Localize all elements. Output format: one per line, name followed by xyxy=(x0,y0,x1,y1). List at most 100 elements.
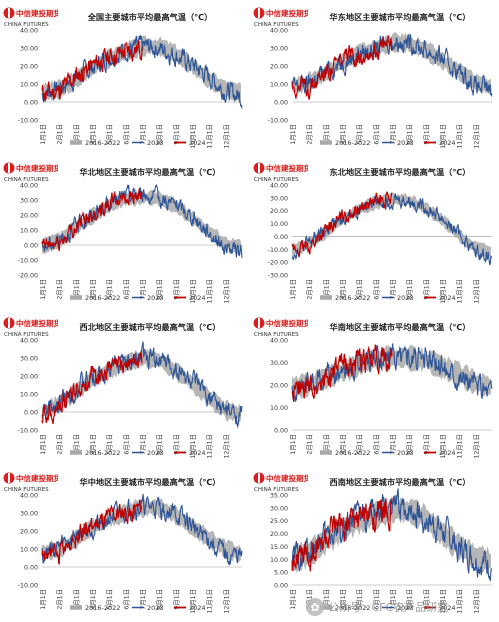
series-2024-line xyxy=(291,35,393,100)
x-tick-label: 12月1日 xyxy=(472,124,480,149)
svg-text:CHINA FUTURES: CHINA FUTURES xyxy=(254,332,299,338)
x-tick-label: 12月1日 xyxy=(472,279,480,304)
chart-title: 西南地区主要城市平均最高气温（℃） xyxy=(330,477,471,487)
series-2016-2022-band xyxy=(292,496,491,575)
x-tick-label: 11月1日 xyxy=(456,124,464,149)
legend-label: 2024 xyxy=(189,294,206,302)
x-tick-label: 5月1日 xyxy=(106,124,114,145)
legend-label: 2023 xyxy=(397,139,414,147)
chart-panel: 中信建投期货 CHINA FUTURES 华南地区主要城市平均最高气温（℃） 40… xyxy=(250,310,499,462)
y-tick-label: 0.00 xyxy=(24,565,38,572)
y-tick-label: -10.00 xyxy=(268,118,288,125)
china-futures-logo: 中信建投期货 CHINA FUTURES xyxy=(2,4,58,30)
chart-title: 华中地区主要城市平均最高气温（℃） xyxy=(80,477,221,487)
x-tick-label: 5月1日 xyxy=(106,434,114,455)
legend-label: 2023 xyxy=(147,449,164,457)
line-chart: 华中地区主要城市平均最高气温（℃） 40.00 30.00 20.00 10.00 0.0… xyxy=(18,477,243,614)
y-tick-label: 30.00 xyxy=(20,198,38,205)
line-chart: 全国主要城市平均最高气温（℃） 40.00 30.00 20.00 10.00 0.00 -… xyxy=(18,12,243,149)
y-tick-label: 35.00 xyxy=(270,493,288,500)
svg-text:中信建投期货: 中信建投期货 xyxy=(266,8,308,18)
watermark: ✿ 公众号 · CFC农产品研究 xyxy=(306,596,448,618)
legend-label: 2024 xyxy=(189,139,206,147)
china-futures-logo: 中信建投期货 CHINA FUTURES xyxy=(252,4,308,30)
x-tick-label: 10月1日 xyxy=(189,589,197,614)
watermark-text: 公众号 · CFC农产品研究 xyxy=(328,601,449,614)
y-tick-label: 10.00 xyxy=(270,405,288,412)
y-tick-label: 40.00 xyxy=(270,338,288,345)
series-2024-line xyxy=(41,40,143,101)
x-tick-label: 10月1日 xyxy=(439,124,447,149)
x-tick-label: 6月1日 xyxy=(372,124,380,145)
y-tick-label: 30.00 xyxy=(20,356,38,363)
y-tick-label: 10.00 xyxy=(270,82,288,89)
line-chart: 华东地区主要城市平均最高气温（℃） 40.00 30.00 20.00 10.00 0.0… xyxy=(268,12,493,149)
svg-text:CHINA FUTURES: CHINA FUTURES xyxy=(254,22,299,28)
china-futures-logo: 中信建投期货 CHINA FUTURES xyxy=(252,159,308,185)
legend-label: 2023 xyxy=(147,294,164,302)
legend-label: 2016-2022 xyxy=(85,449,120,457)
x-tick-label: 2月1日 xyxy=(56,124,64,145)
legend-label: 2023 xyxy=(147,604,164,612)
x-tick-label: 11月1日 xyxy=(206,434,214,459)
x-tick-label: 7月1日 xyxy=(139,434,147,455)
x-tick-label: 3月1日 xyxy=(322,434,330,455)
y-tick-label: 10.00 xyxy=(20,547,38,554)
x-tick-label: 8月1日 xyxy=(406,589,414,610)
chart-panel: 中信建投期货 CHINA FUTURES 西南地区主要城市平均最高气温（℃） 35… xyxy=(250,465,499,617)
x-tick-label: 3月1日 xyxy=(322,589,330,610)
y-tick-label: 30.00 xyxy=(270,360,288,367)
svg-text:CHINA FUTURES: CHINA FUTURES xyxy=(4,177,49,183)
chart-panel: 中信建投期货 CHINA FUTURES 华中地区主要城市平均最高气温（℃） 40… xyxy=(0,465,249,617)
line-chart: 华北地区主要城市平均最高气温（℃） 40.00 30.00 20.00 10.00 0.0… xyxy=(18,167,243,304)
x-tick-label: 11月1日 xyxy=(456,279,464,304)
y-tick-label: -10.00 xyxy=(18,118,38,125)
line-chart: 西南地区主要城市平均最高气温（℃） 35.00 30.00 25.00 20.00 15.… xyxy=(270,477,493,614)
y-tick-label: 20.00 xyxy=(270,64,288,71)
y-tick-label: 40.00 xyxy=(20,183,38,190)
x-tick-label: 8月1日 xyxy=(156,589,164,610)
x-tick-label: 5月1日 xyxy=(356,589,364,610)
china-futures-logo: 中信建投期货 CHINA FUTURES xyxy=(2,314,58,340)
y-tick-label: -20.00 xyxy=(18,273,38,280)
china-futures-logo: 中信建投期货 CHINA FUTURES xyxy=(252,314,308,340)
x-tick-label: 9月1日 xyxy=(422,279,430,300)
x-tick-label: 8月1日 xyxy=(406,124,414,145)
x-tick-label: 1月1日 xyxy=(39,279,47,300)
x-tick-label: 7月1日 xyxy=(139,124,147,145)
x-tick-label: 12月1日 xyxy=(222,434,230,459)
y-tick-label: 10.00 xyxy=(20,392,38,399)
x-tick-label: 7月1日 xyxy=(389,434,397,455)
x-tick-label: 2月1日 xyxy=(56,434,64,455)
x-tick-label: 4月1日 xyxy=(339,434,347,455)
x-tick-label: 1月1日 xyxy=(289,434,297,455)
legend-label: 2024 xyxy=(439,139,456,147)
legend-label: 2024 xyxy=(189,604,206,612)
y-tick-label: 0.00 xyxy=(274,234,288,241)
x-tick-label: 9月1日 xyxy=(422,124,430,145)
svg-text:中信建投期货: 中信建投期货 xyxy=(266,318,308,328)
y-tick-label: 30.00 xyxy=(20,511,38,518)
legend-label: 2016-2022 xyxy=(335,139,370,147)
y-tick-label: 10.00 xyxy=(20,82,38,89)
y-tick-label: 30.00 xyxy=(270,195,288,202)
line-chart: 华南地区主要城市平均最高气温（℃） 40.00 30.00 20.00 10.00 0.0… xyxy=(270,322,493,459)
series-2024-line xyxy=(291,497,393,572)
svg-text:中信建投期货: 中信建投期货 xyxy=(16,473,58,483)
x-tick-label: 3月1日 xyxy=(322,124,330,145)
x-tick-label: 2月1日 xyxy=(306,279,314,300)
series-2016-2022-band xyxy=(292,191,491,258)
series-2024-line xyxy=(291,191,393,258)
chart-title: 西北地区主要城市平均最高气温（℃） xyxy=(80,322,221,332)
y-tick-label: -10.00 xyxy=(268,247,288,254)
x-tick-label: 9月1日 xyxy=(422,589,430,610)
x-tick-label: 10月1日 xyxy=(439,589,447,614)
svg-text:CHINA FUTURES: CHINA FUTURES xyxy=(4,332,49,338)
x-tick-label: 11月1日 xyxy=(206,589,214,614)
x-tick-label: 12月1日 xyxy=(222,589,230,614)
chart-panel: 中信建投期货 CHINA FUTURES 华北地区主要城市平均最高气温（℃） 40… xyxy=(0,155,249,307)
y-tick-label: 20.00 xyxy=(20,64,38,71)
x-tick-label: 12月1日 xyxy=(472,589,480,614)
y-tick-label: 20.00 xyxy=(270,531,288,538)
x-tick-label: 4月1日 xyxy=(339,124,347,145)
